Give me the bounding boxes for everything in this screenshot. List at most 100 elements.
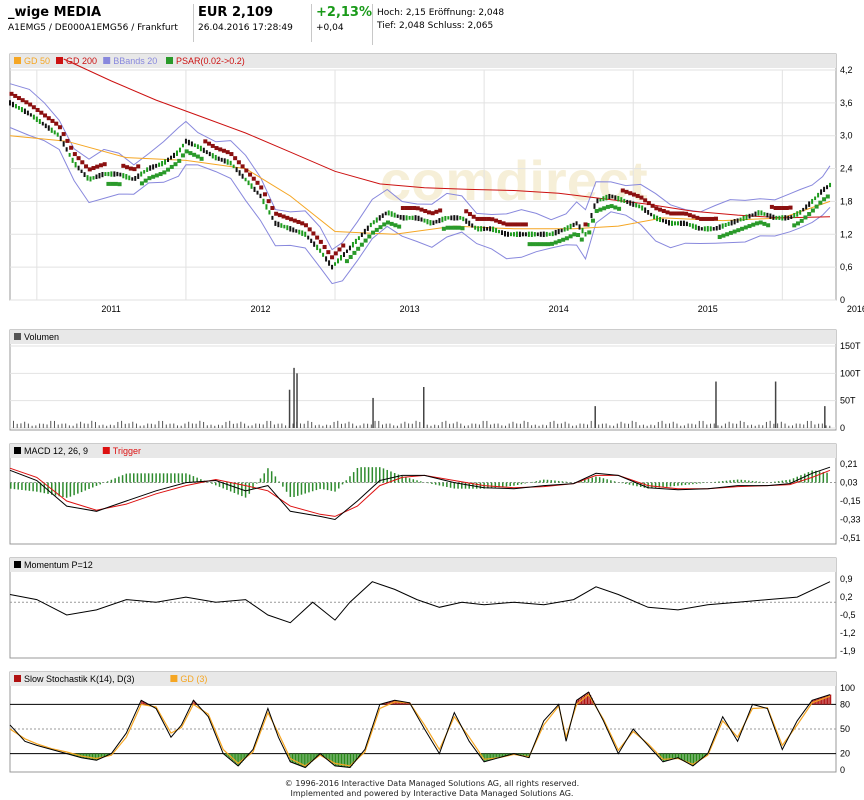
stochastic-oversold-fill bbox=[516, 753, 519, 755]
macd-hist-bar bbox=[233, 482, 236, 494]
stochastic-y-tick-label: 20 bbox=[840, 749, 850, 759]
volume-y-tick-label: 150T bbox=[840, 341, 861, 351]
price-candle bbox=[238, 170, 241, 176]
macd-hist-bar bbox=[539, 480, 541, 483]
stochastic-oversold-fill bbox=[661, 753, 663, 761]
stochastic-overbought-fill bbox=[576, 700, 578, 705]
psar-dot-down bbox=[438, 208, 443, 213]
macd-hist-bar bbox=[21, 482, 23, 490]
price-candle bbox=[170, 155, 173, 160]
stochastic-oversold-fill bbox=[71, 753, 73, 755]
price-candle bbox=[721, 223, 724, 229]
macd-hist-bar bbox=[371, 467, 374, 483]
macd-hist-bar bbox=[95, 482, 98, 486]
macd-hist-bar bbox=[625, 482, 627, 484]
legend-label-1: Volumen bbox=[24, 332, 59, 342]
macd-hist-bar bbox=[136, 473, 139, 483]
volume-bar bbox=[83, 423, 85, 428]
stochastic-oversold-fill bbox=[329, 753, 331, 761]
psar-dot-down bbox=[706, 216, 711, 221]
volume-bar bbox=[724, 423, 726, 428]
volume-bar bbox=[61, 423, 63, 428]
volume-bar bbox=[326, 424, 328, 428]
price-candle bbox=[784, 215, 787, 221]
stochastic-oversold-fill bbox=[698, 753, 701, 761]
macd-hist-bar bbox=[561, 481, 564, 483]
volume-bar bbox=[739, 420, 741, 428]
psar-dot-down bbox=[643, 198, 648, 203]
psar-dot-down bbox=[773, 206, 778, 210]
macd-hist-bar bbox=[721, 481, 724, 483]
psar-dot-down bbox=[482, 216, 487, 221]
psar-dot-down bbox=[315, 235, 320, 240]
stochastic-oversold-fill bbox=[87, 753, 89, 759]
macd-hist-bar bbox=[431, 482, 433, 484]
macd-hist-bar bbox=[740, 479, 743, 483]
volume-bar bbox=[135, 423, 137, 428]
volume-bar bbox=[393, 425, 395, 428]
price-candle bbox=[232, 164, 235, 169]
macd-hist-bar bbox=[252, 482, 254, 489]
stochastic-oversold-fill bbox=[294, 753, 296, 764]
legend-label-1: MACD 12, 26, 9 bbox=[24, 446, 88, 456]
macd-hist-bar bbox=[434, 482, 437, 485]
price-x-tick-label: 2016 bbox=[847, 304, 864, 314]
psar-dot-down bbox=[214, 146, 219, 151]
volume-bar bbox=[762, 425, 764, 428]
macd-hist-bar bbox=[628, 482, 631, 485]
price-candle bbox=[265, 204, 268, 210]
macd-hist-bar bbox=[781, 480, 784, 483]
psar-dot-down bbox=[132, 167, 137, 172]
volume-bar bbox=[493, 423, 495, 428]
psar-dot-up bbox=[736, 228, 741, 233]
stochastic-overbought-fill bbox=[585, 694, 587, 705]
psar-dot-down bbox=[494, 218, 499, 223]
macd-hist-bar bbox=[725, 480, 728, 483]
price-candle bbox=[104, 172, 107, 177]
stochastic-oversold-fill bbox=[309, 753, 311, 764]
price-y-ticks: 4,2 3,6 3,0 2,4 1,8 1,2 0,6 0 bbox=[840, 65, 853, 305]
stochastic-oversold-fill bbox=[90, 753, 92, 760]
price-candle bbox=[572, 222, 575, 227]
volume-bar bbox=[206, 425, 208, 428]
price-x-tick-label: 2011 bbox=[101, 304, 120, 314]
momentum-y-tick-label: -1,9 bbox=[840, 646, 856, 656]
stochastic-oversold-fill bbox=[502, 753, 504, 757]
price-candle bbox=[542, 231, 545, 238]
stochastic-oversold-fill bbox=[505, 753, 507, 757]
price-x-tick-label: 2013 bbox=[400, 304, 420, 314]
psar-dot-down bbox=[46, 116, 51, 121]
volume-bar bbox=[519, 423, 521, 428]
volume-bar bbox=[646, 425, 648, 428]
momentum-line bbox=[9, 581, 831, 624]
volume-bar bbox=[683, 425, 685, 428]
volume-spike bbox=[715, 381, 717, 428]
psar-dot-down bbox=[262, 192, 267, 197]
psar-dot-down bbox=[497, 219, 502, 224]
macd-hist-bar bbox=[554, 480, 556, 483]
price-candle bbox=[307, 235, 310, 240]
price-candle bbox=[459, 215, 462, 220]
volume-bar bbox=[754, 425, 756, 428]
volume-bar bbox=[464, 425, 466, 428]
price-candle bbox=[152, 164, 155, 170]
stochastic-oversold-fill bbox=[96, 753, 98, 761]
macd-hist-bar bbox=[62, 482, 64, 498]
psar-dot-up bbox=[766, 223, 771, 228]
psar-dot-up bbox=[795, 221, 800, 226]
macd-hist-bar bbox=[461, 482, 463, 489]
volume-bar bbox=[557, 423, 559, 428]
volume-y-tick-label: 0 bbox=[840, 423, 845, 433]
price-candle bbox=[396, 214, 399, 218]
macd-hist-bar bbox=[278, 481, 280, 483]
volume-bar bbox=[374, 420, 376, 428]
psar-dot-down bbox=[203, 139, 208, 144]
volume-bar bbox=[318, 424, 320, 428]
legend-swatch-1 bbox=[14, 333, 21, 340]
macd-hist-bar bbox=[140, 473, 142, 483]
stochastic-oversold-fill bbox=[503, 753, 505, 757]
stochastic-oversold-fill bbox=[691, 753, 693, 766]
legend-swatch-2 bbox=[170, 675, 178, 682]
psar-dot-down bbox=[20, 98, 25, 103]
macd-hist-bar bbox=[748, 480, 750, 483]
